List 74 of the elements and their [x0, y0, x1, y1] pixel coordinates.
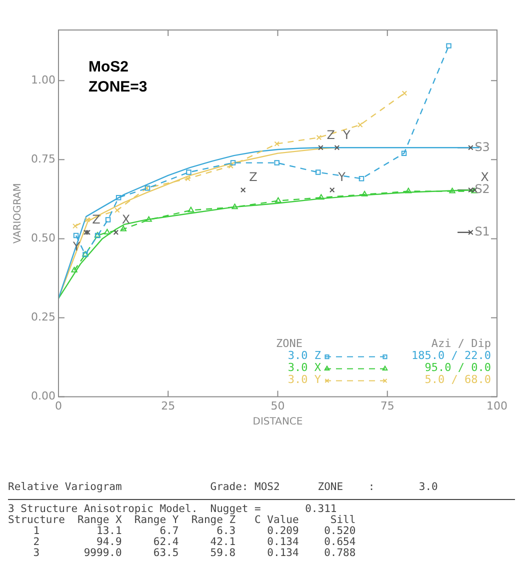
y-tick-label: 0.50 [30, 232, 56, 245]
annotation: X [122, 212, 130, 226]
point [114, 208, 120, 213]
annotation: Y [337, 170, 346, 184]
annotation: S1 [474, 224, 490, 238]
point [120, 226, 126, 232]
annotation: Y [342, 128, 351, 142]
point [83, 230, 89, 235]
point [84, 217, 90, 222]
point [274, 160, 280, 166]
point [146, 216, 152, 222]
text: 3 Structure Anisotropic Model. Nugget = 0.311 [8, 503, 338, 515]
point [330, 187, 335, 193]
y-tick-label: 0.00 [30, 390, 56, 403]
annotation: 5.0 / 68.0 [424, 373, 491, 386]
x-tick-label: 25 [161, 399, 176, 412]
point [402, 90, 408, 96]
point [72, 223, 78, 229]
annotation: 185.0 / 22.0 [412, 349, 491, 362]
text: MoS2 [88, 58, 129, 76]
annotation: 95.0 / 0.0 [424, 361, 491, 374]
text: 2 94.9 62.4 42.1 0.134 0.654 [32, 536, 357, 548]
legend-label: 3.0 Y [288, 373, 322, 386]
point [449, 188, 456, 194]
text: Relative Variogram Grade: MOS2 ZONE : 3.0 [8, 481, 515, 500]
annotation: X [480, 170, 489, 184]
point [446, 43, 452, 48]
annotation: Z [249, 170, 258, 184]
point [361, 190, 368, 196]
point [240, 187, 246, 193]
point [105, 217, 111, 222]
y-tick-label: 1.00 [30, 73, 56, 86]
point [116, 194, 122, 200]
point [334, 145, 340, 150]
point [318, 145, 324, 150]
text: Structure Range X Range Y Range Z C Value Sill [8, 514, 357, 526]
point [358, 122, 363, 128]
y-tick-label: 0.25 [30, 310, 56, 324]
point [316, 134, 322, 140]
point [275, 197, 282, 203]
point [358, 176, 364, 182]
point [185, 176, 190, 182]
point [113, 230, 119, 235]
x-tick-label: 50 [270, 399, 285, 412]
point [318, 194, 324, 200]
point [73, 232, 79, 238]
y-tick-label: 0.75 [30, 152, 56, 166]
y-axis-title: VARIOGRAM [12, 183, 24, 244]
point [274, 141, 280, 146]
annotation: S2 [474, 182, 490, 196]
annotation: S3 [474, 140, 490, 154]
point [186, 170, 192, 175]
legend-title: ZONE [276, 337, 302, 350]
legend-label: 3.0 Z [288, 349, 322, 362]
point [85, 230, 90, 235]
text: 1 13.1 6.7 6.3 0.209 0.520 [32, 525, 357, 537]
point [232, 204, 238, 210]
text: 3 9999.0 63.5 59.8 0.134 0.788 [32, 547, 357, 559]
x-axis-title: DISTANCE [252, 416, 303, 428]
point [104, 228, 110, 234]
point [401, 150, 407, 156]
point [230, 160, 236, 166]
legend-label: 3.0 X [288, 361, 322, 374]
point [188, 206, 194, 212]
x-tick-label: 75 [380, 399, 394, 412]
x-tick-label: 100 [486, 399, 508, 412]
point [315, 170, 321, 175]
x-tick-label: 0 [54, 399, 62, 412]
annotation: Azi / Dip [431, 337, 491, 350]
text: ZONE=3 [88, 78, 148, 96]
point [228, 163, 234, 169]
point [71, 266, 78, 272]
annotation: Z [326, 128, 335, 142]
point [405, 188, 412, 194]
